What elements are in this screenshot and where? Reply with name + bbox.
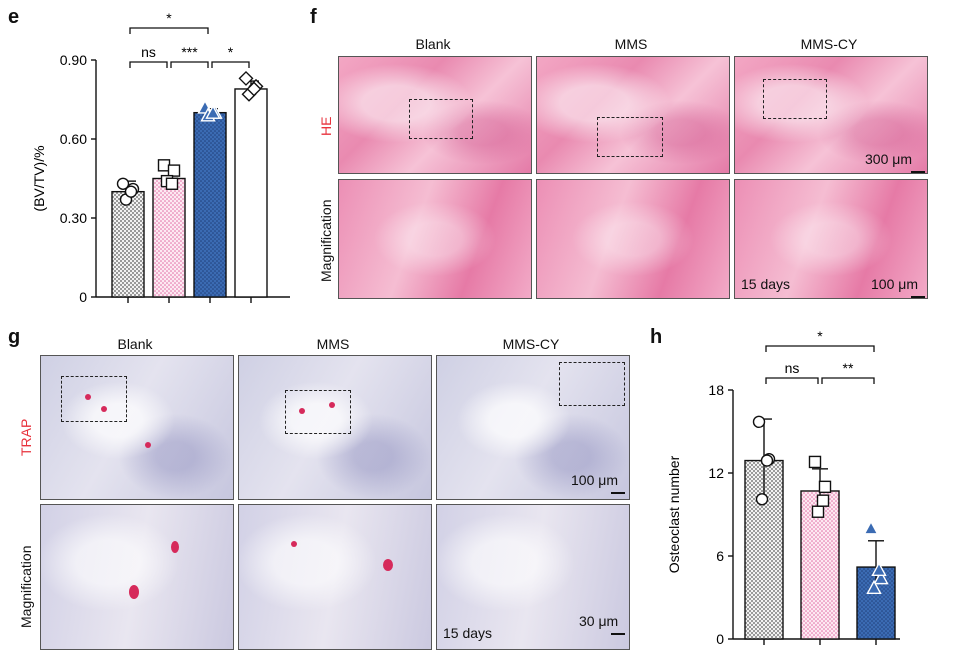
zoom-box: [763, 79, 827, 119]
f-timepoint-label: 15 days: [741, 276, 791, 292]
chart-e: 00.300.600.90(BV/TV)/%*ns *** *: [31, 10, 290, 305]
data-point: [760, 454, 774, 467]
g-row-magnification: Magnification: [18, 545, 34, 629]
data-point: [818, 480, 832, 494]
g-scale-top-label: 100 μm: [571, 472, 618, 488]
data-point: [205, 104, 221, 119]
scale-bar: [611, 633, 625, 635]
bar: [800, 490, 840, 640]
significance-bracket: [211, 61, 250, 68]
significance-label: **: [843, 360, 854, 376]
data-point: [808, 455, 822, 469]
significance-bracket: [129, 61, 168, 68]
g-timepoint-label: 15 days: [443, 625, 493, 641]
g-col-blank: Blank: [117, 336, 153, 352]
f-col-blank: Blank: [415, 36, 451, 52]
y-tick-label: 0: [716, 631, 724, 647]
significance-label: ns: [141, 44, 156, 60]
f-he-mmscy-image: 300 μm: [734, 56, 928, 174]
bar: [152, 177, 186, 298]
significance-bracket: [821, 377, 875, 384]
f-mag-blank-image: [338, 179, 532, 299]
y-tick-label: 6: [716, 548, 724, 564]
scale-bar: [611, 492, 625, 494]
significance-label: *: [166, 10, 172, 26]
g-mag-mms-image: [238, 504, 432, 650]
panel-letter-g: g: [8, 326, 21, 348]
data-point: [752, 415, 766, 429]
f-scale-top-label: 300 μm: [865, 151, 912, 167]
g-row-trap: TRAP: [18, 418, 34, 456]
g-trap-blank-image: [40, 355, 234, 500]
y-tick-label: 0.30: [60, 210, 87, 226]
data-point: [873, 570, 889, 585]
y-tick-label: 18: [708, 382, 724, 398]
significance-bracket: [765, 377, 819, 384]
chart-h: 0 6 12 18 Osteoclast number * ns **: [666, 328, 900, 647]
f-col-mmscy: MMS-CY: [800, 36, 858, 52]
significance-label: ***: [181, 44, 198, 60]
f-mag-mms-image: [536, 179, 730, 299]
bar: [193, 111, 227, 298]
data-point: [246, 81, 262, 97]
f-he-mms-image: [536, 56, 730, 174]
zoom-box: [61, 376, 127, 422]
y-tick-label: 12: [708, 465, 724, 481]
data-point: [863, 520, 879, 535]
panel-letter-h: h: [650, 326, 663, 348]
significance-bracket: [170, 61, 209, 68]
significance-bracket: [765, 345, 875, 352]
data-point: [165, 177, 179, 190]
f-scale-bottom-label: 100 μm: [871, 276, 918, 292]
zoom-box: [285, 390, 351, 434]
y-tick-label: 0.90: [60, 52, 87, 68]
f-row-magnification: Magnification: [318, 199, 334, 283]
y-axis-title: Osteoclast number: [666, 455, 682, 573]
g-trap-mms-image: [238, 355, 432, 500]
g-mag-blank-image: [40, 504, 234, 650]
data-point: [811, 505, 825, 518]
significance-label: *: [228, 44, 234, 60]
scale-bar: [911, 171, 925, 173]
g-trap-mmscy-image: 100 μm: [436, 355, 630, 500]
bar: [111, 190, 145, 298]
g-scale-bottom-label: 30 μm: [579, 613, 619, 629]
data-point: [816, 494, 830, 507]
g-mag-mmscy-image: 15 days 30 μm: [436, 504, 630, 650]
f-row-he: HE: [318, 116, 334, 136]
data-point: [866, 579, 882, 595]
bar: [234, 88, 268, 298]
g-col-mms: MMS: [316, 336, 350, 352]
panel-letter-e: e: [8, 6, 20, 28]
zoom-box: [409, 99, 473, 139]
f-col-mms: MMS: [614, 36, 648, 52]
significance-label: ns: [785, 360, 800, 376]
data-point: [116, 177, 130, 190]
data-point: [167, 164, 181, 177]
f-he-blank-image: [338, 56, 532, 174]
g-col-mmscy: MMS-CY: [502, 336, 560, 352]
f-mag-mmscy-image: 15 days 100 μm: [734, 179, 928, 299]
significance-bracket: [129, 27, 209, 34]
data-point: [124, 185, 138, 198]
significance-label: *: [817, 328, 823, 344]
data-point: [755, 493, 769, 506]
panel-letter-f: f: [310, 6, 317, 28]
zoom-box: [559, 362, 625, 406]
scale-bar: [911, 296, 925, 298]
y-axis-title: (BV/TV)/%: [31, 145, 47, 211]
y-tick-label: 0: [79, 289, 87, 305]
data-point: [238, 70, 254, 86]
data-point: [871, 561, 887, 577]
zoom-box: [597, 117, 663, 157]
y-tick-label: 0.60: [60, 131, 87, 147]
